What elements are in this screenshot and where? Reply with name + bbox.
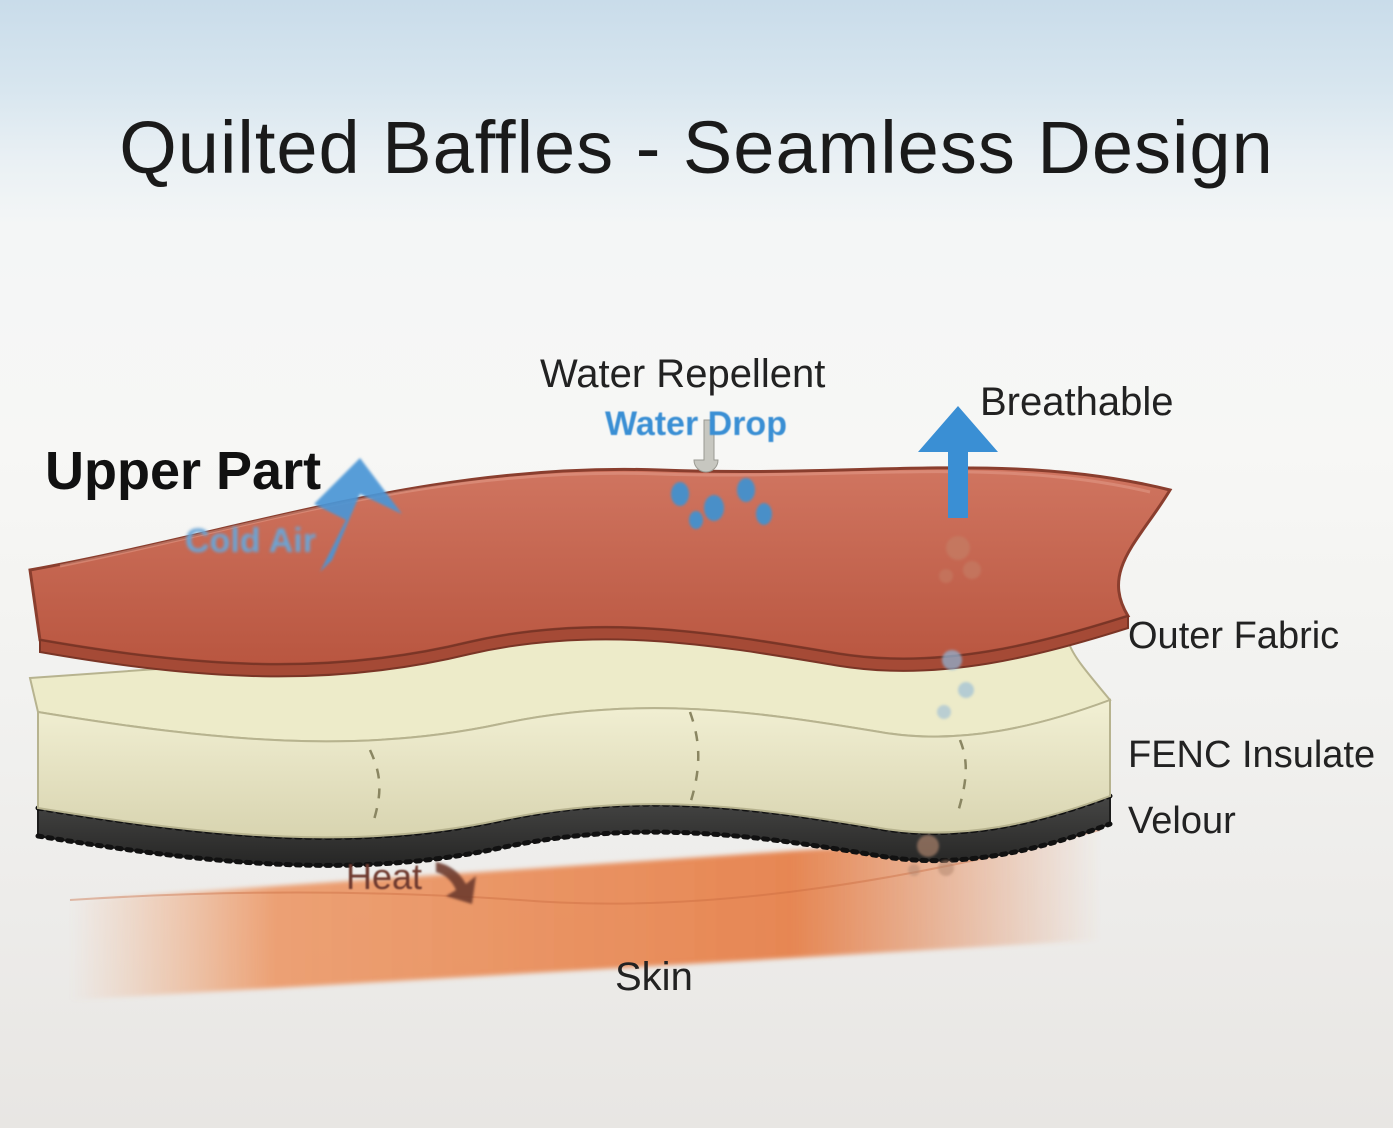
label-cold-air: Cold Air — [185, 522, 316, 561]
label-outer-fabric: Outer Fabric — [1128, 615, 1339, 658]
label-fenc-insulate: FENC Insulate — [1128, 734, 1375, 777]
label-upper-part: Upper Part — [45, 440, 321, 502]
label-breathable: Breathable — [980, 380, 1173, 425]
page-title: Quilted Baffles - Seamless Design — [0, 105, 1393, 190]
label-velour: Velour — [1128, 800, 1236, 843]
label-heat: Heat — [346, 856, 422, 898]
label-water-repellent: Water Repellent — [540, 352, 825, 397]
label-skin: Skin — [615, 955, 693, 1000]
label-water-drop: Water Drop — [605, 405, 787, 444]
